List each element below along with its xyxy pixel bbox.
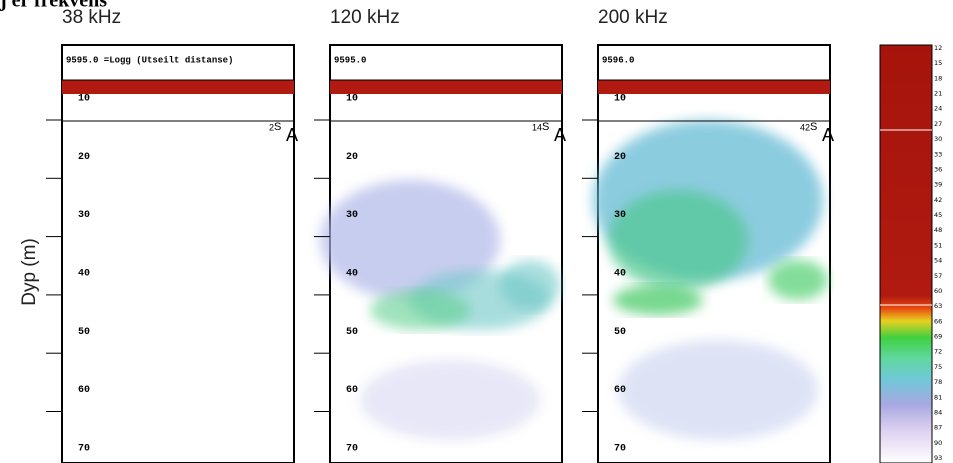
depth-label: 50: [78, 327, 90, 338]
colorbar-label: 87: [934, 424, 942, 432]
depth-label: 10: [346, 94, 358, 105]
marker-main: A: [822, 125, 834, 145]
marker-prefix: 14: [532, 122, 542, 132]
depth-label: 40: [614, 269, 626, 280]
echo-region: [618, 340, 818, 440]
surface-band: [62, 80, 294, 94]
colorbar-label: 39: [934, 181, 942, 189]
echo-region: [608, 190, 748, 290]
colorbar-label: 42: [934, 196, 942, 204]
colorbar-label: 60: [934, 287, 942, 295]
title: j er frekvens: [0, 0, 107, 12]
depth-label: 60: [614, 385, 626, 396]
marker-sup: S: [542, 121, 549, 133]
depth-label: 70: [346, 443, 358, 454]
colorbar-label: 51: [934, 241, 942, 249]
depth-label: 70: [614, 443, 626, 454]
colorbar-label: 66: [934, 317, 942, 325]
marker-prefix: 2: [269, 122, 274, 132]
colorbar-label: 21: [934, 90, 942, 98]
colorbar-label: 54: [934, 257, 942, 265]
echo-region: [500, 260, 560, 310]
colorbar-label: 33: [934, 150, 942, 158]
marker-main: A: [286, 125, 298, 145]
header-text: 9596.0: [602, 55, 634, 65]
colorbar-label: 75: [934, 363, 942, 371]
colorbar-label: 84: [934, 408, 942, 416]
colorbar-label: 15: [934, 59, 942, 67]
colorbar-label: 63: [934, 302, 942, 310]
frequency-label: 120 kHz: [330, 7, 400, 28]
colorbar-label: 30: [934, 135, 942, 143]
depth-label: 20: [614, 152, 626, 163]
colorbar-label: 72: [934, 348, 942, 356]
echogram-bg: [61, 44, 295, 463]
depth-label: 40: [78, 269, 90, 280]
colorbar-label: 57: [934, 272, 942, 280]
echo-region: [768, 260, 828, 300]
colorbar-label: 78: [934, 378, 942, 386]
echo-region: [320, 180, 500, 300]
colorbar-label: 12: [934, 44, 942, 52]
depth-label: 10: [614, 94, 626, 105]
colorbar-label: 27: [934, 120, 942, 128]
colorbar-label: 48: [934, 226, 942, 234]
depth-label: 30: [614, 210, 626, 221]
colorbar: [879, 44, 933, 463]
depth-label: 20: [78, 152, 90, 163]
header-text: 9595.0: [334, 55, 366, 65]
colorbar-label: 24: [934, 105, 942, 113]
colorbar-label: 45: [934, 211, 942, 219]
header-text: 9595.0 =Logg (Utseilt distanse): [66, 55, 233, 65]
depth-label: 40: [346, 269, 358, 280]
echo-region: [370, 290, 470, 330]
echogram-panel: 200 kHz 9596.0 10 20 30 40 50 60 70 42 S A: [582, 7, 834, 463]
depth-label: 10: [78, 94, 90, 105]
frequency-label: 38 kHz: [62, 7, 121, 28]
marker-sup: S: [810, 121, 817, 133]
depth-label: 70: [78, 443, 90, 454]
depth-label: 30: [78, 210, 90, 221]
depth-label: 50: [614, 327, 626, 338]
surface-band: [330, 80, 562, 94]
frequency-label: 200 kHz: [598, 7, 668, 28]
echo-region: [613, 285, 703, 315]
colorbar-label: 93: [934, 454, 942, 462]
marker-prefix: 42: [800, 122, 810, 132]
colorbar-label: 81: [934, 393, 942, 401]
depth-label: 50: [346, 327, 358, 338]
marker-main: A: [554, 125, 566, 145]
echo-region: [360, 360, 540, 440]
surface-band: [598, 80, 830, 94]
depth-label: 60: [346, 385, 358, 396]
colorbar-label: 90: [934, 439, 942, 447]
echogram-panel: 120 kHz 9595.0 10 20 30 40 50 60 70 14 S A: [314, 7, 566, 463]
depth-label: 30: [346, 210, 358, 221]
echogram-panel: 38 kHz 9595.0 =Logg (Utseilt distanse) 10 2…: [46, 7, 298, 463]
marker-sup: S: [274, 121, 281, 133]
colorbar-label: 36: [934, 165, 942, 173]
y-axis-label: Dyp (m): [19, 238, 40, 306]
depth-label: 60: [78, 385, 90, 396]
depth-label: 20: [346, 152, 358, 163]
colorbar-label: 69: [934, 333, 942, 341]
colorbar-label: 18: [934, 74, 942, 82]
